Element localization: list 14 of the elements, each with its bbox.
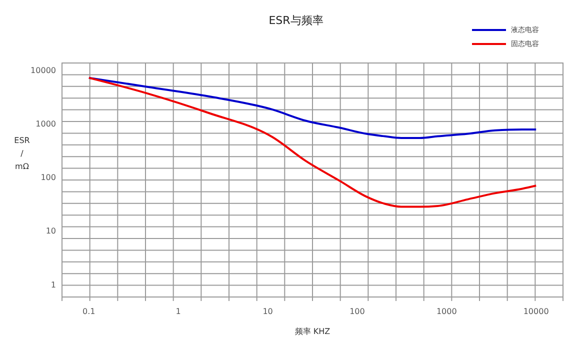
x-tick-label: 10000 [523, 307, 549, 316]
x-tick-label: 100 [350, 307, 365, 316]
y-tick-label: 100 [40, 173, 56, 182]
y-axis-title: ESR / mΩ [14, 136, 30, 171]
x-axis-title: 频率 KHZ [294, 327, 331, 336]
chart-title: ESR与频率 [268, 14, 324, 27]
y-tick-label: 10000 [30, 66, 56, 76]
x-tick-label: 10 [262, 307, 273, 316]
x-tick-label: 0.1 [82, 307, 96, 316]
y-tick-label: 1 [50, 280, 56, 290]
x-tick-label: 1000 [436, 307, 457, 316]
y-tick-label: 1000 [36, 120, 56, 129]
x-tick-label: 1 [176, 307, 181, 316]
y-tick-label: 10 [46, 226, 56, 236]
